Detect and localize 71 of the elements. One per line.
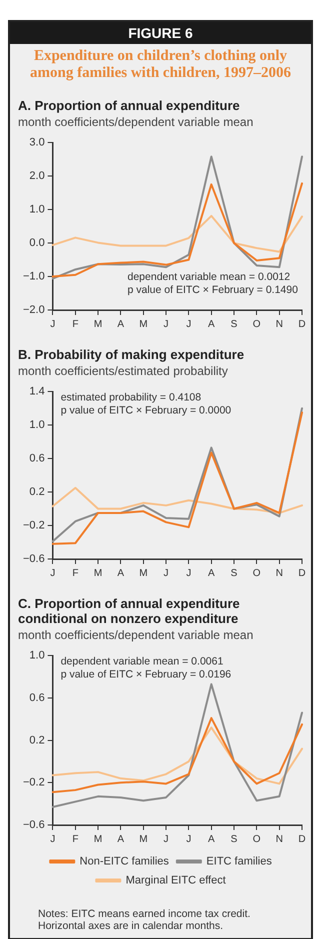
y-tick-label: −0.6 — [22, 553, 45, 566]
y-axis-title: month coefficients/dependent variable mean — [18, 628, 254, 642]
text: FIGURE 6 — [10, 22, 311, 44]
x-tick-label: M — [139, 568, 148, 579]
y-tick-label: 1.0 — [29, 419, 45, 432]
x-tick-label: F — [72, 834, 78, 845]
chart-title: A. Proportion of annual expenditure — [18, 98, 241, 113]
x-tick-label: A — [117, 568, 124, 579]
x-tick-label: S — [230, 568, 238, 579]
y-tick-label: 0.2 — [29, 734, 45, 746]
chart-title: B. Probability of making expenditure — [18, 347, 246, 362]
y-tick-label: −0.2 — [22, 776, 45, 789]
x-tick-label: J — [164, 318, 169, 330]
chart-title: C. Proportion of annual expenditure conditional on nonzero expenditure — [18, 596, 241, 626]
x-tick-label: A — [117, 834, 124, 845]
x-tick-label: N — [276, 568, 283, 579]
x-tick-label: S — [230, 834, 238, 845]
x-tick-label: M — [94, 318, 102, 330]
annotation: dependent variable mean = 0.0012 — [128, 271, 290, 284]
annotation: dependent variable mean = 0.0061 — [60, 656, 224, 668]
x-tick-label: J — [50, 568, 56, 579]
x-tick-label: M — [94, 834, 102, 845]
y-tick-label: 1.0 — [29, 204, 45, 216]
x-tick-label: D — [298, 834, 306, 845]
y-tick-label: −1.0 — [22, 270, 45, 283]
x-tick-label: O — [252, 318, 261, 330]
x-tick-label: J — [186, 318, 192, 330]
legend-label: Marginal EITC effect — [126, 874, 226, 887]
y-tick-label: 3.0 — [29, 136, 45, 149]
text: Expenditure on children’s clothing only among families with children, 1997–2006 — [29, 47, 292, 83]
x-tick-label: F — [72, 318, 78, 330]
x-tick-label: J — [186, 834, 192, 845]
x-tick-label: F — [72, 568, 78, 579]
x-tick-label: A — [208, 318, 216, 330]
y-tick-label: 0.2 — [29, 486, 45, 498]
y-tick-label: −0.6 — [22, 819, 45, 832]
legend-label: Non-EITC families — [80, 856, 170, 868]
x-tick-label: A — [208, 568, 216, 579]
x-tick-label: J — [164, 568, 169, 579]
text: Notes: EITC means earned income tax credit. Horizontal axes are in calendar months. — [37, 907, 252, 934]
x-tick-label: S — [230, 318, 238, 330]
y-tick-label: 2.0 — [29, 170, 45, 182]
annotation: p value of EITC × February = 0.1490 — [128, 284, 298, 296]
x-tick-label: D — [298, 568, 306, 579]
x-tick-label: O — [252, 568, 261, 579]
legend-label: EITC families — [206, 856, 272, 868]
x-tick-label: D — [298, 318, 306, 330]
x-tick-label: J — [50, 834, 56, 845]
y-tick-label: −0.2 — [22, 520, 45, 532]
y-axis-title: month coefficients/estimated probability — [18, 364, 229, 378]
y-tick-label: −2.0 — [22, 304, 45, 316]
x-tick-label: J — [186, 568, 192, 579]
y-tick-label: 1.4 — [29, 386, 45, 398]
y-tick-label: 0.6 — [29, 452, 45, 465]
x-tick-label: A — [208, 834, 216, 845]
y-tick-label: 0.0 — [29, 237, 45, 250]
x-tick-label: J — [164, 834, 169, 845]
x-tick-label: O — [252, 834, 261, 845]
annotation: estimated probability = 0.4108 — [60, 392, 202, 404]
annotation: p value of EITC × February = 0.0000 — [60, 404, 232, 417]
x-tick-label: M — [139, 318, 148, 330]
y-tick-label: 0.6 — [29, 692, 45, 704]
x-tick-label: M — [139, 834, 148, 845]
x-tick-label: M — [94, 568, 102, 579]
y-tick-label: 1.0 — [29, 650, 45, 662]
x-tick-label: J — [50, 318, 56, 330]
annotation: p value of EITC × February = 0.0196 — [60, 668, 232, 681]
y-axis-title: month coefficients/dependent variable mean — [18, 115, 254, 129]
x-tick-label: N — [276, 834, 283, 845]
x-tick-label: A — [117, 318, 124, 330]
x-tick-label: N — [276, 318, 283, 330]
